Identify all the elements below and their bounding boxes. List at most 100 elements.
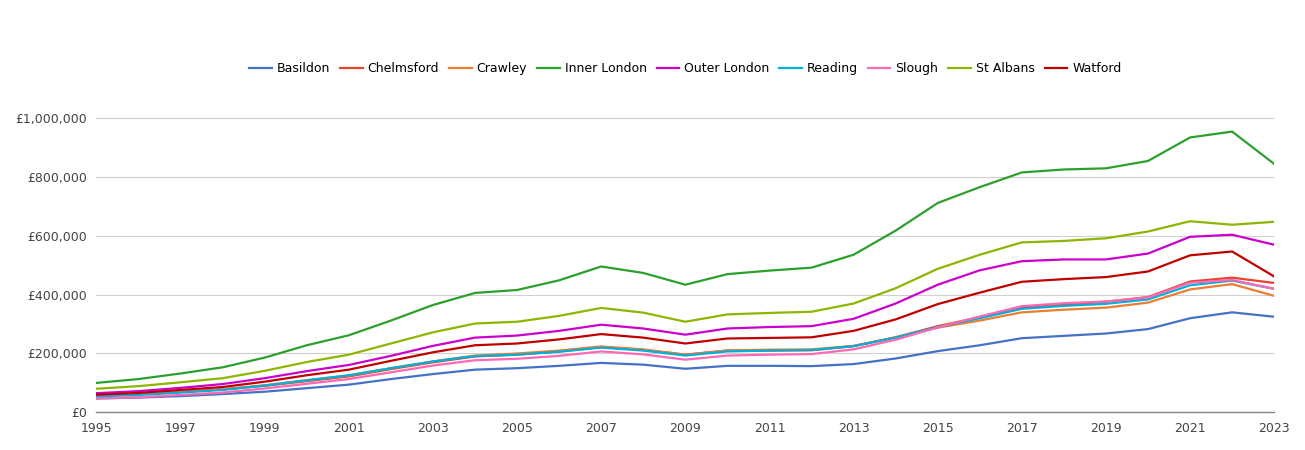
- Watford: [1056, 276, 1071, 282]
- St Albans: [1266, 219, 1282, 225]
- Slough: [887, 337, 903, 342]
- Inner London: [677, 282, 693, 288]
- Chelmsford: [930, 324, 946, 329]
- Reading: [130, 392, 146, 398]
- Chelmsford: [804, 347, 820, 353]
- Basildon: [846, 361, 861, 367]
- Watford: [425, 350, 441, 355]
- Outer London: [130, 388, 146, 394]
- Slough: [425, 363, 441, 368]
- Basildon: [130, 395, 146, 400]
- Slough: [1182, 280, 1198, 285]
- Basildon: [804, 364, 820, 369]
- Outer London: [425, 343, 441, 349]
- Line: Inner London: Inner London: [97, 131, 1274, 383]
- Basildon: [1098, 331, 1113, 336]
- Chelmsford: [762, 348, 778, 353]
- Inner London: [1014, 170, 1030, 175]
- Inner London: [930, 200, 946, 206]
- Slough: [1266, 286, 1282, 292]
- Slough: [384, 369, 399, 375]
- Chelmsford: [1014, 305, 1030, 310]
- Outer London: [594, 322, 609, 328]
- Inner London: [1224, 129, 1240, 134]
- Reading: [172, 390, 188, 395]
- St Albans: [762, 310, 778, 315]
- Inner London: [509, 287, 525, 292]
- Crawley: [299, 378, 315, 383]
- Basildon: [1141, 326, 1156, 332]
- Crawley: [677, 352, 693, 357]
- Outer London: [509, 333, 525, 338]
- Line: Chelmsford: Chelmsford: [97, 278, 1274, 395]
- Outer London: [89, 391, 104, 396]
- Chelmsford: [467, 354, 483, 359]
- Basildon: [1014, 336, 1030, 341]
- Watford: [930, 302, 946, 307]
- St Albans: [215, 375, 231, 381]
- Line: Basildon: Basildon: [97, 312, 1274, 398]
- Line: Crawley: Crawley: [97, 284, 1274, 396]
- St Albans: [467, 321, 483, 326]
- Basildon: [1224, 310, 1240, 315]
- Chelmsford: [172, 389, 188, 394]
- Basildon: [972, 342, 988, 348]
- Crawley: [846, 343, 861, 349]
- Outer London: [1266, 242, 1282, 248]
- Reading: [89, 394, 104, 399]
- Basildon: [677, 366, 693, 372]
- Slough: [172, 392, 188, 398]
- Reading: [551, 349, 566, 355]
- Watford: [972, 290, 988, 295]
- Crawley: [551, 348, 566, 353]
- Line: Watford: Watford: [97, 252, 1274, 395]
- Reading: [1014, 306, 1030, 311]
- Outer London: [384, 353, 399, 359]
- Inner London: [341, 333, 356, 338]
- Crawley: [1056, 307, 1071, 312]
- Crawley: [1141, 300, 1156, 306]
- St Albans: [425, 330, 441, 335]
- Inner London: [89, 380, 104, 386]
- Inner London: [1141, 158, 1156, 164]
- Slough: [594, 349, 609, 354]
- Inner London: [425, 302, 441, 308]
- Outer London: [1224, 232, 1240, 238]
- Watford: [1098, 274, 1113, 280]
- Chelmsford: [299, 378, 315, 384]
- Crawley: [89, 393, 104, 398]
- Crawley: [1266, 293, 1282, 299]
- Watford: [341, 367, 356, 372]
- Chelmsford: [846, 343, 861, 349]
- Outer London: [930, 282, 946, 288]
- Chelmsford: [215, 387, 231, 392]
- Slough: [677, 357, 693, 362]
- St Albans: [1182, 219, 1198, 224]
- Crawley: [636, 346, 651, 352]
- Watford: [215, 384, 231, 390]
- Basildon: [551, 363, 566, 369]
- Slough: [762, 352, 778, 357]
- Chelmsford: [972, 315, 988, 320]
- Line: Outer London: Outer London: [97, 235, 1274, 393]
- Chelmsford: [509, 352, 525, 357]
- Chelmsford: [425, 360, 441, 365]
- Watford: [257, 379, 273, 384]
- Watford: [1182, 252, 1198, 258]
- St Albans: [1014, 240, 1030, 245]
- Slough: [1014, 303, 1030, 309]
- Chelmsford: [1098, 299, 1113, 305]
- Inner London: [762, 268, 778, 273]
- Reading: [1224, 278, 1240, 284]
- Inner London: [887, 228, 903, 234]
- Outer London: [551, 328, 566, 333]
- Inner London: [551, 278, 566, 283]
- Slough: [972, 314, 988, 319]
- Inner London: [257, 355, 273, 360]
- Slough: [130, 395, 146, 400]
- Chelmsford: [594, 344, 609, 350]
- Inner London: [1098, 166, 1113, 171]
- Reading: [930, 324, 946, 330]
- Inner London: [636, 270, 651, 276]
- Reading: [425, 359, 441, 364]
